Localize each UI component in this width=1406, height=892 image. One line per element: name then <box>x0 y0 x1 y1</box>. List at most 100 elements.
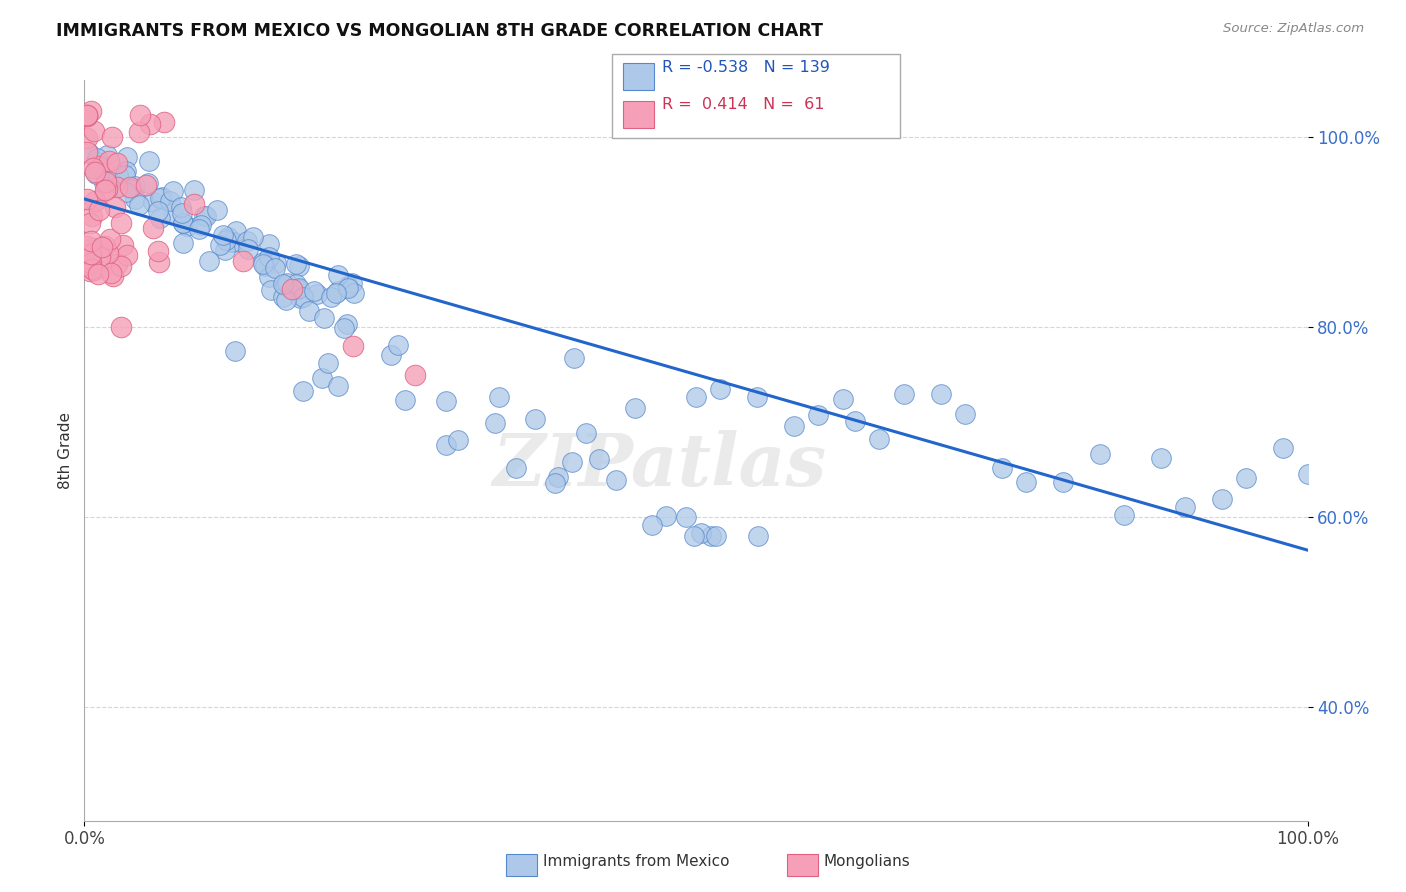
Point <box>124 192 146 206</box>
Point <box>83 263 105 277</box>
Point <box>287 282 309 296</box>
Point <box>505 460 527 475</box>
Point <box>287 280 309 294</box>
Point <box>221 235 243 249</box>
Point <box>807 409 830 423</box>
Point <box>183 196 205 211</box>
Point <box>124 179 146 194</box>
Point <box>434 394 457 409</box>
Point <box>1052 475 1074 489</box>
Point <box>193 209 215 223</box>
Point <box>224 344 246 359</box>
Point <box>484 416 506 430</box>
Text: ZIPatlas: ZIPatlas <box>492 430 827 500</box>
Point <box>281 282 304 296</box>
Point <box>176 219 198 234</box>
Point <box>105 179 128 194</box>
Point <box>337 281 360 295</box>
Point <box>76 145 98 159</box>
Point <box>588 451 610 466</box>
Point <box>689 526 711 541</box>
Point <box>97 245 120 260</box>
Point <box>288 291 311 305</box>
Point <box>93 176 115 190</box>
Point <box>82 241 104 255</box>
Point <box>82 161 104 176</box>
Point <box>259 283 281 297</box>
Point <box>76 239 98 253</box>
Point <box>284 256 307 270</box>
Point <box>76 258 98 272</box>
Point <box>257 270 280 285</box>
Point <box>136 176 159 190</box>
Point <box>107 257 129 271</box>
Point <box>326 268 349 283</box>
Point <box>120 182 142 196</box>
Point <box>90 240 112 254</box>
Point <box>575 425 598 440</box>
Point <box>115 164 138 178</box>
Point <box>128 198 150 212</box>
Point <box>264 256 287 270</box>
Point <box>146 244 169 259</box>
Point <box>655 508 678 523</box>
Point <box>96 182 118 196</box>
Point <box>605 473 627 487</box>
Point <box>100 172 122 186</box>
Point <box>172 216 194 230</box>
Point <box>146 203 169 218</box>
Point <box>76 192 98 206</box>
Point <box>80 234 103 248</box>
Point <box>105 156 128 170</box>
Point <box>1150 451 1173 466</box>
Point <box>1174 500 1197 514</box>
Point <box>404 368 426 382</box>
Point <box>152 115 174 129</box>
Point <box>205 202 228 217</box>
Point <box>162 184 184 198</box>
Point <box>79 256 101 270</box>
Point <box>110 216 132 230</box>
Point <box>953 407 976 421</box>
Point <box>893 386 915 401</box>
Point <box>148 211 170 225</box>
Point <box>325 286 347 301</box>
Point <box>209 238 232 252</box>
Point <box>86 160 108 174</box>
Point <box>107 168 129 182</box>
Point <box>96 148 118 162</box>
Point <box>79 264 101 278</box>
Point <box>747 390 769 404</box>
Point <box>87 203 110 218</box>
Point <box>292 290 315 304</box>
Point <box>336 317 359 331</box>
Point <box>111 237 134 252</box>
Point <box>343 285 366 300</box>
Text: Source: ZipAtlas.com: Source: ZipAtlas.com <box>1223 22 1364 36</box>
Point <box>991 461 1014 475</box>
Point <box>86 152 108 166</box>
Point <box>709 383 731 397</box>
Point <box>340 276 363 290</box>
Point <box>685 391 707 405</box>
Point <box>704 529 727 543</box>
Point <box>232 253 254 268</box>
Point <box>1211 492 1233 507</box>
Point <box>172 216 194 230</box>
Point <box>84 167 107 181</box>
Point <box>869 432 891 446</box>
Point <box>700 529 723 543</box>
Point <box>434 438 457 452</box>
Point <box>214 244 236 258</box>
Point <box>380 348 402 362</box>
Point <box>305 287 328 301</box>
Point <box>641 518 664 533</box>
Point <box>98 232 121 246</box>
Point <box>224 235 246 250</box>
Point <box>342 339 364 353</box>
Point <box>236 234 259 248</box>
Point <box>446 433 468 447</box>
Point <box>326 379 349 393</box>
Point <box>148 254 170 268</box>
Point <box>242 230 264 244</box>
